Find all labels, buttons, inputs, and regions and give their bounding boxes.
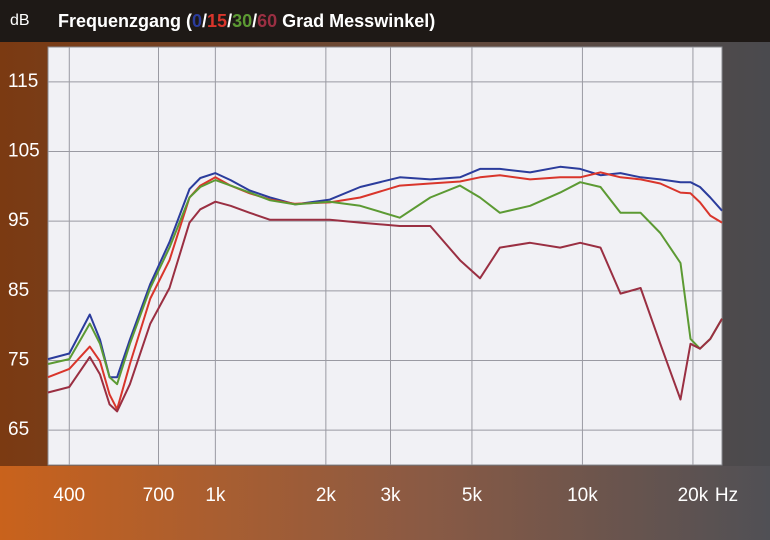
y-tick-label: 105 (8, 141, 40, 162)
title-band (0, 0, 770, 42)
x-tick-label: 20k (678, 485, 709, 506)
title-part: / (227, 11, 232, 31)
series-line (47, 165, 723, 379)
y-tick-label: 65 (8, 419, 29, 440)
title-part: Grad Messwinkel) (277, 11, 435, 31)
legend-entry: 15 (207, 11, 227, 31)
x-tick-label: 700 (143, 485, 175, 506)
legend-entry: 30 (232, 11, 252, 31)
x-axis-unit: Hz (715, 485, 738, 506)
x-tick-label: 2k (316, 485, 337, 506)
y-tick-label: 115 (8, 71, 38, 92)
series-line (47, 171, 723, 411)
x-tick-label: 10k (567, 485, 598, 506)
x-axis-band (0, 466, 770, 540)
x-tick-label: 400 (53, 485, 85, 506)
title-part: / (202, 11, 207, 31)
y-axis-label: dB (10, 12, 30, 29)
chart-title: Frequenzgang (0/15/30/60 Grad Messwinkel… (58, 11, 435, 31)
y-tick-label: 95 (8, 210, 29, 231)
legend-entry: 0 (192, 11, 202, 31)
y-tick-label: 85 (8, 280, 29, 301)
series-line (47, 200, 723, 413)
title-part: Frequenzgang ( (58, 11, 192, 31)
legend-entry: 60 (257, 11, 277, 31)
plot-area (47, 46, 723, 466)
y-tick-label: 75 (8, 350, 29, 371)
x-tick-label: 1k (205, 485, 226, 506)
series-line (47, 179, 723, 386)
x-tick-label: 3k (380, 485, 401, 506)
x-tick-label: 5k (462, 485, 483, 506)
title-part: / (252, 11, 257, 31)
